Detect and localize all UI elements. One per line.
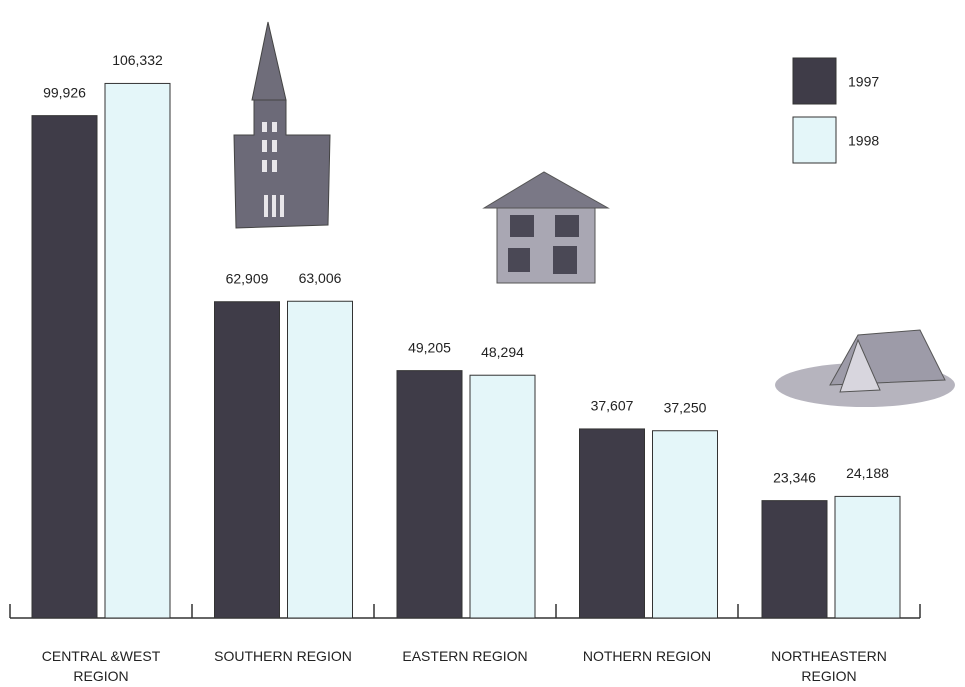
bar [469, 374, 536, 619]
tent-illustration [775, 329, 955, 407]
data-label: 23,346 [773, 469, 816, 485]
bar [396, 370, 463, 619]
x-tick-label: SOUTHERN REGION [214, 648, 352, 664]
house-illustration [482, 171, 610, 284]
data-label: 48,294 [481, 344, 524, 360]
legend-label: 1997 [848, 74, 879, 90]
data-label: 24,188 [846, 465, 889, 481]
legend-swatch [792, 116, 837, 164]
bar [104, 82, 171, 619]
data-label: 37,607 [591, 398, 634, 414]
data-label: 62,909 [226, 270, 269, 286]
bar [834, 495, 901, 619]
data-label: 49,205 [408, 339, 451, 355]
data-label: 106,332 [112, 52, 163, 68]
x-tick-label: CENTRAL &WEST REGION [41, 648, 161, 684]
legend-swatch [792, 57, 837, 105]
bar [31, 115, 98, 619]
data-label: 37,250 [664, 399, 707, 415]
bar [214, 301, 280, 619]
data-label: 99,926 [43, 84, 86, 100]
legend-label: 1998 [848, 133, 879, 149]
x-tick-label: EASTERN REGION [402, 648, 528, 664]
bar [652, 430, 718, 619]
bar [287, 300, 353, 619]
bar [761, 500, 828, 619]
church-illustration [233, 21, 331, 229]
bar [579, 428, 645, 619]
data-label: 63,006 [299, 270, 342, 286]
x-tick-label: NORTHEASTERN REGION [771, 648, 887, 684]
x-tick-label: NOTHERN REGION [582, 648, 712, 664]
